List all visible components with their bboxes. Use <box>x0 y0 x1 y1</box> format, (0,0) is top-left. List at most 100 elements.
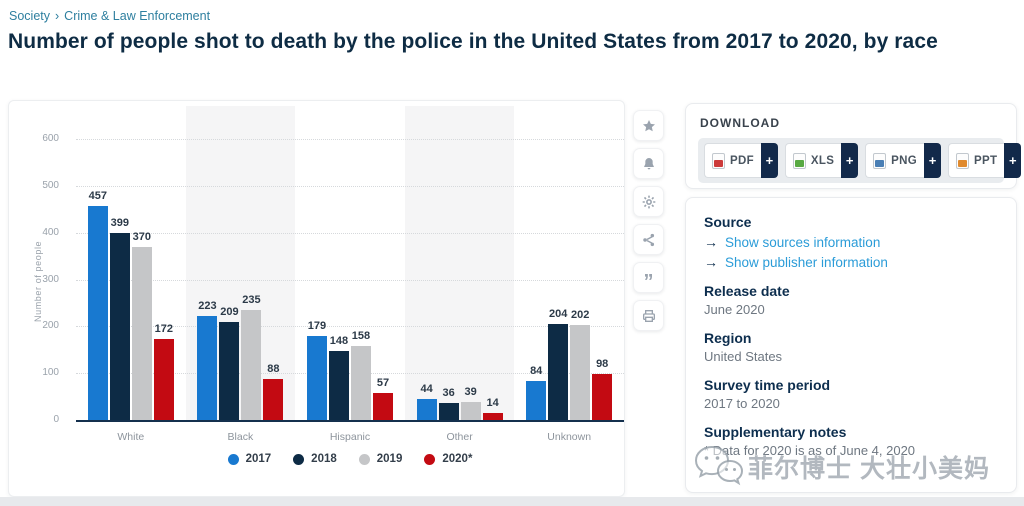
bar <box>263 379 284 420</box>
y-tick-label: 200 <box>42 320 59 332</box>
bar-value-label: 57 <box>376 377 390 389</box>
gridline <box>76 326 624 328</box>
bar-wrapper: 399 <box>109 217 130 420</box>
bar-wrapper: 57 <box>372 377 393 420</box>
png-file-icon <box>873 152 887 169</box>
xls-file-icon <box>792 152 806 169</box>
region-value: United States <box>704 349 783 364</box>
bar-value-label: 370 <box>132 231 151 243</box>
chart-toolbar: ” <box>633 110 665 338</box>
bar-value-label: 209 <box>220 306 239 318</box>
favorite-button[interactable] <box>633 110 664 141</box>
gridline <box>76 373 624 375</box>
category-label: Other <box>446 431 473 443</box>
bar-value-label: 39 <box>464 386 477 398</box>
show-publisher-label: Show publisher information <box>725 254 888 270</box>
supplementary-notes-value: * Data for 2020 is as of June 4, 2020 <box>704 443 916 458</box>
bar-chart-plot-area: 457 399 370 172 White 223 209 235 88 Black 179 148 1… <box>76 139 624 443</box>
page-title: Number of people shot to death by the po… <box>8 30 938 53</box>
bar-value-label: 457 <box>88 190 107 202</box>
download-xls-label: XLS <box>810 154 835 167</box>
bar <box>372 393 393 420</box>
bar-value-label: 44 <box>420 383 433 395</box>
share-button[interactable] <box>633 224 664 255</box>
legend-item[interactable]: 2019 <box>358 453 403 465</box>
gridline <box>76 279 624 281</box>
chart-legend: 2017 2018 2019 2020* <box>76 453 624 465</box>
bar <box>460 402 481 420</box>
bar-wrapper: 209 <box>219 306 240 420</box>
category-group: 179 148 158 57 Hispanic <box>295 139 405 443</box>
arrow-icon: → <box>704 254 718 270</box>
bar-value-label: 98 <box>596 358 609 370</box>
bar-wrapper: 235 <box>241 294 262 420</box>
y-tick-label: 100 <box>42 367 59 379</box>
legend-label: 2017 <box>245 453 272 465</box>
download-pdf-button[interactable]: PDF + <box>704 143 778 178</box>
bar <box>482 413 503 420</box>
release-date-value: June 2020 <box>704 302 765 317</box>
bar-value-label: 36 <box>442 387 455 399</box>
bar <box>350 346 371 420</box>
bar <box>306 336 327 420</box>
breadcrumb: Society › Crime & Law Enforcement <box>9 9 210 23</box>
download-button-tray: PDF + XLS + PNG + PPT + <box>698 138 1022 183</box>
legend-item[interactable]: 2020* <box>424 453 472 465</box>
breadcrumb-separator: › <box>55 9 60 23</box>
bar <box>87 206 108 420</box>
download-png-button[interactable]: PNG + <box>865 143 941 178</box>
settings-button[interactable] <box>633 186 664 217</box>
star-icon <box>641 118 657 134</box>
download-ppt-label: PPT <box>974 154 998 167</box>
bar-group: 44 36 39 14 <box>405 383 515 420</box>
plot-band <box>404 106 515 420</box>
download-heading: DOWNLOAD <box>700 116 780 130</box>
bar-wrapper: 44 <box>416 383 437 420</box>
legend-dot <box>227 453 239 465</box>
bar-wrapper: 202 <box>570 309 591 420</box>
show-sources-label: Show sources information <box>725 234 881 250</box>
breadcrumb-society[interactable]: Society <box>9 9 50 23</box>
survey-period-heading: Survey time period <box>704 377 831 393</box>
breadcrumb-crime-law[interactable]: Crime & Law Enforcement <box>64 9 211 23</box>
legend-label: 2019 <box>376 453 403 465</box>
arrow-icon: → <box>704 234 718 250</box>
bar-wrapper: 84 <box>526 365 547 420</box>
ppt-file-icon <box>956 152 969 169</box>
bar-value-label: 88 <box>267 363 280 375</box>
bar-wrapper: 36 <box>438 387 459 420</box>
legend-item[interactable]: 2017 <box>227 453 272 465</box>
ppt-plus-icon: + <box>1004 143 1022 178</box>
y-tick-label: 400 <box>42 226 59 238</box>
bar-value-label: 14 <box>486 397 499 409</box>
alert-button[interactable] <box>633 148 664 179</box>
show-publisher-link[interactable]: → Show publisher information <box>704 254 998 270</box>
citation-button[interactable]: ” <box>633 262 664 293</box>
bar-wrapper: 14 <box>482 397 503 420</box>
bar <box>241 310 262 420</box>
download-ppt-button[interactable]: PPT + <box>948 143 1022 178</box>
survey-period-value: 2017 to 2020 <box>704 396 780 411</box>
show-sources-link[interactable]: → Show sources information <box>704 234 998 250</box>
bell-icon <box>641 156 657 172</box>
bar-wrapper: 158 <box>350 330 371 420</box>
download-xls-button[interactable]: XLS + <box>784 143 859 178</box>
bar-value-label: 172 <box>154 323 173 335</box>
bar-wrapper: 39 <box>460 386 481 420</box>
bar <box>438 403 459 420</box>
bar-wrapper: 223 <box>197 300 218 420</box>
chart-card: 0 100 200 300 400 500 600 Number of people 457… <box>8 100 625 497</box>
legend-dot <box>424 453 436 465</box>
bar <box>592 374 613 420</box>
bar <box>570 325 591 420</box>
bar-group: 84 204 202 98 <box>514 308 624 420</box>
bar <box>416 399 437 420</box>
legend-item[interactable]: 2018 <box>293 453 337 465</box>
bar-wrapper: 88 <box>263 363 284 420</box>
quote-icon: ” <box>643 270 654 293</box>
bar <box>526 381 547 420</box>
print-button[interactable] <box>633 300 664 331</box>
bar-value-label: 202 <box>571 309 590 321</box>
bar-value-label: 235 <box>242 294 261 306</box>
